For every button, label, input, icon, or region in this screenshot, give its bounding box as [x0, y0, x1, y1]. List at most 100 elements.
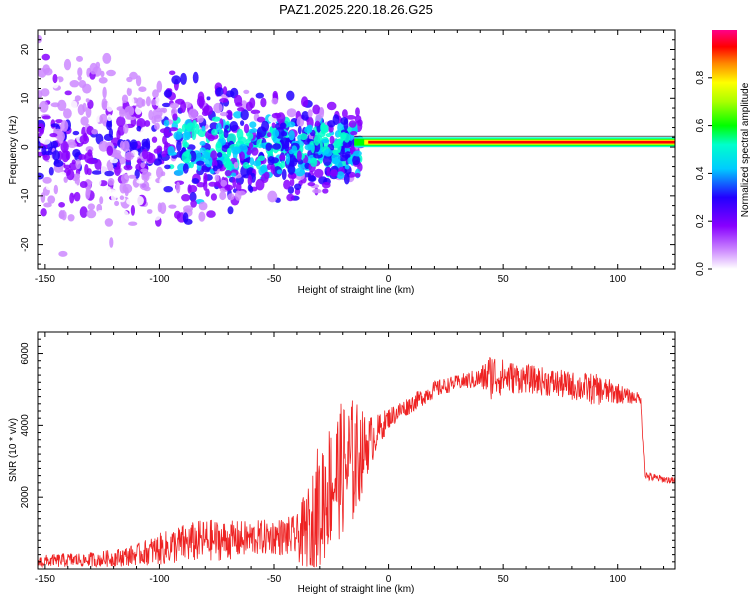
spectrogram-cell [288, 130, 295, 141]
spectrogram-x-tick-label: -150 [35, 274, 55, 285]
spectrogram-cell [42, 64, 50, 74]
spectrogram-cell [66, 169, 75, 181]
spectrogram-cell [322, 188, 329, 194]
colorbar-label: Normalized spectral amplitude [740, 82, 750, 217]
spectrogram-cell [191, 128, 197, 141]
spectrogram-cell [196, 160, 205, 166]
spectrogram-cell [214, 174, 220, 182]
snr-y-tick-label: 6000 [20, 342, 31, 365]
spectrogram-cell [294, 183, 302, 191]
spectrogram-cell [280, 160, 286, 169]
spectrogram-cell [103, 133, 114, 141]
spectrogram-cell [156, 80, 163, 93]
spectrogram-x-axis: -150 -100 -50 0 50 100 [35, 30, 665, 285]
spectrogram-cell [353, 150, 362, 157]
spectrogram-image [38, 30, 675, 257]
spectrogram-cell [136, 125, 142, 132]
spectrogram-cell [264, 171, 270, 180]
spectrogram-cell [104, 170, 115, 177]
spectrogram-cell [191, 178, 200, 184]
spectrogram-cell [192, 119, 197, 129]
spectrogram-cell [63, 176, 68, 183]
spectrogram-cell [357, 119, 363, 127]
spectrogram-cell [187, 184, 192, 194]
spectrogram-cell [248, 129, 254, 134]
spectrogram-cell [312, 104, 321, 115]
spectrogram-cell [151, 115, 157, 124]
spectrogram-cell [287, 163, 296, 175]
spectrogram-cell [50, 123, 60, 128]
spectrogram-cell [123, 123, 129, 134]
spectrogram-cell [216, 152, 223, 158]
spectrogram-cell [345, 151, 351, 159]
snr-y-tick-label: 4000 [20, 414, 31, 437]
spectrogram-cell [135, 195, 144, 206]
spectrogram-cell [272, 129, 280, 138]
spectrogram-cell [44, 151, 54, 156]
spectrogram-cell [164, 164, 171, 170]
spectrogram-cell [52, 67, 59, 74]
spectrogram-cell [85, 106, 92, 118]
spectrogram-y-tick-label: 20 [20, 44, 31, 56]
spectrogram-cell [288, 149, 294, 155]
spectrogram-cell [181, 151, 192, 164]
spectrogram-cell [313, 168, 324, 178]
spectrogram-y-tick-label: 0 [20, 144, 31, 150]
spectrogram-cell [69, 192, 75, 204]
spectrogram-cell [198, 211, 206, 222]
spectrogram-cell [58, 209, 65, 220]
spectrogram-x-tick-label: -50 [267, 274, 282, 285]
spectrogram-cell [218, 129, 224, 140]
spectrogram-cell [126, 87, 132, 96]
spectrogram-cell [116, 116, 126, 127]
spectrogram-cell [297, 126, 302, 135]
spectrogram-cell [91, 178, 102, 187]
spectrogram-cell [251, 147, 259, 156]
spectrogram-cell [41, 136, 51, 145]
spectrogram-cell [38, 123, 45, 134]
spectrogram-cell [55, 218, 61, 225]
spectrogram-cell [156, 192, 166, 200]
spectrogram-cell [235, 182, 242, 192]
colorbar: 0.0 0.2 0.4 0.6 0.8 Normalized spectral ampl… [695, 30, 750, 276]
spectrogram-cell [41, 115, 51, 120]
spectrogram-cell [265, 142, 272, 151]
spectrogram-cell [130, 205, 135, 216]
spectrogram-cell [157, 202, 162, 213]
spectrogram-y-tick-label: 10 [20, 92, 31, 104]
spectrogram-cell [243, 123, 250, 134]
spectrogram-cell [321, 138, 329, 144]
spectrogram-cell [184, 218, 193, 225]
spectrogram-cell [79, 181, 88, 188]
spectrogram-cell [280, 131, 288, 137]
spectrogram-cell [215, 87, 225, 97]
spectrogram-cell [249, 121, 257, 128]
spectrogram-cell [324, 124, 329, 133]
spectrogram-cell [285, 103, 291, 109]
colorbar-tick-label: 0.0 [695, 262, 706, 276]
spectrogram-cell [223, 128, 229, 139]
spectrogram-cell [201, 125, 206, 132]
spectrogram-cell [203, 179, 208, 191]
spectrogram-cell [175, 181, 181, 194]
spectrogram-cell [198, 201, 208, 211]
spectrogram-cell [230, 172, 237, 177]
spectrogram-cell [212, 165, 218, 172]
spectrogram-cell [123, 164, 133, 171]
spectrogram-cell [136, 212, 146, 217]
spectrogram-cell [247, 184, 252, 192]
colorbar-tick-label: 0.6 [695, 118, 706, 132]
spectrogram-cell [82, 102, 87, 112]
spectrogram-cell [199, 147, 206, 154]
spectrogram-cell [146, 153, 156, 164]
spectrogram-cell [119, 195, 125, 200]
colorbar-tick-label: 0.4 [695, 166, 706, 180]
spectrogram-cell [49, 133, 58, 138]
snr-xlabel: Height of straight line (km) [298, 584, 415, 595]
spectrogram-cell [206, 210, 216, 218]
spectrogram-cell [231, 146, 241, 155]
spectrogram-cell [310, 157, 318, 167]
spectrogram-cell [77, 75, 82, 81]
spectrogram-cell [49, 30, 56, 41]
